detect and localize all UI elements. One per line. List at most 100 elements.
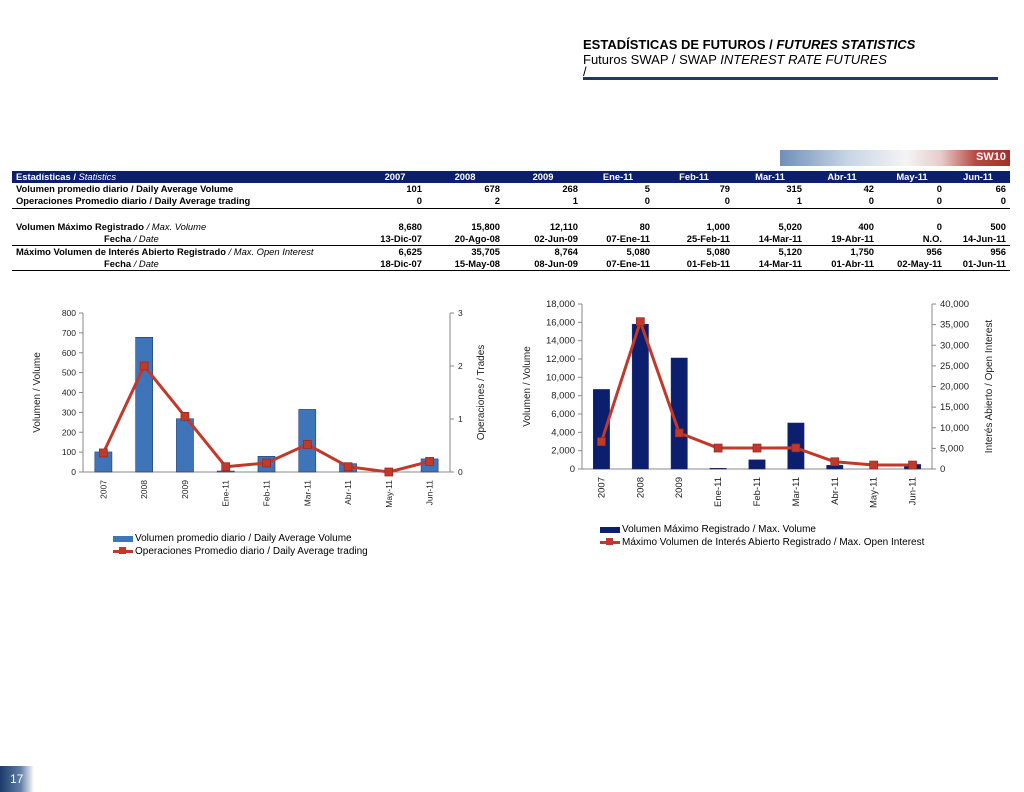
table-cell: 02-Jun-09 (504, 232, 582, 246)
table-cell: 80 (639, 220, 650, 232)
y-axis-label: Volumen / Volume (32, 352, 43, 433)
table-cell: 0 (806, 195, 878, 209)
y2-tick-label: 10,000 (940, 423, 969, 434)
row-label-es: Fecha (104, 232, 132, 244)
row-label-en: / Date (133, 258, 159, 270)
page-number: 17 (10, 772, 24, 786)
y2-tick-label: 15,000 (940, 402, 969, 413)
line-point (713, 443, 723, 453)
table-cell: 0 (654, 195, 734, 209)
table-cell: 25-Feb-11 (654, 232, 734, 246)
table-cell: 15,800 (471, 220, 500, 232)
x-tick-label: Feb-11 (752, 477, 763, 506)
page-title: ESTADÍSTICAS DE FUTUROS / FUTURES STATIS… (583, 37, 916, 52)
table-cell: 8,764 (554, 246, 578, 258)
y2-tick-label: 3 (458, 308, 463, 318)
line-point (262, 458, 271, 468)
y2-tick-label: 35,000 (940, 320, 969, 331)
contract-code: SW10 (976, 151, 1006, 163)
row-label-es: Máximo Volumen de Interés Abierto Regist… (16, 246, 226, 258)
row-label: Fecha / Date (12, 258, 364, 272)
x-tick-label: Mar-11 (791, 477, 802, 506)
row-label: Máximo Volumen de Interés Abierto Regist… (12, 245, 364, 258)
table-cell: 02-May-11 (878, 258, 946, 272)
row-label-es: Volumen Máximo Registrado (16, 220, 144, 232)
table-cell: 07-Ene-11 (582, 258, 654, 272)
y-tick-label: 8,000 (551, 391, 575, 402)
line-point (597, 437, 606, 447)
column-header: Ene-11 (582, 171, 654, 184)
page-header: ESTADÍSTICAS DE FUTUROS / FUTURES STATIS… (583, 37, 1003, 78)
bar (709, 468, 727, 470)
y-axis-label: Volumen / Volume (522, 346, 533, 427)
table-cell: 18-Dic-07 (364, 258, 426, 272)
y2-tick-label: 1 (458, 414, 463, 424)
header-label-en: Statistics (78, 171, 117, 183)
x-tick-label: May-11 (384, 480, 394, 508)
line-point (830, 457, 840, 467)
x-tick-label: 2008 (139, 480, 149, 499)
table-cell: 0 (936, 220, 942, 232)
line-point (180, 411, 190, 421)
header-rule (583, 77, 998, 80)
column-header: Mar-11 (734, 171, 806, 184)
x-tick-label: Jun-11 (425, 480, 435, 506)
table-cell: 13-Dic-07 (364, 232, 426, 246)
table-cell: 19-Abr-11 (806, 232, 878, 246)
y2-tick-label: 2 (458, 361, 463, 371)
table-cell: 5 (644, 183, 650, 195)
table-cell: 956 (926, 246, 942, 258)
table-row: Máximo Volumen de Interés Abierto Regist… (12, 245, 1010, 258)
table-cell: 1 (504, 195, 582, 209)
row-label: Operaciones Promedio diario / Daily Aver… (12, 195, 364, 209)
y-tick-label: 18,000 (546, 299, 575, 310)
max-volume-chart: 0 2,000 4,000 6,000 8,000 10,000 12,000 14,000 1… (522, 299, 995, 508)
page-subtitle: Futuros SWAP / SWAP INTEREST RATE FUTURE… (583, 52, 887, 67)
y-tick-label: 700 (62, 328, 76, 338)
y2-tick-label: 40,000 (940, 299, 969, 310)
table-cell: 315 (786, 183, 802, 195)
y2-tick-label: 0 (458, 467, 463, 477)
x-tick-label: May-11 (869, 477, 880, 508)
daily-average-chart: 0 100 200 300 400 500 600 700 800 0 1 2 3 Volumen / V… (32, 308, 487, 508)
table-cell: 07-Ene-11 (582, 232, 654, 246)
column-header: Abr-11 (806, 171, 878, 184)
chart1-legend-line: Operaciones Promedio diario / Daily Aver… (113, 545, 368, 558)
y-tick-label: 12,000 (546, 354, 575, 365)
table-cell: 1,000 (706, 220, 730, 232)
x-tick-label: Ene-11 (713, 477, 724, 507)
chart1-legend-bar: Volumen promedio diario / Daily Average … (113, 532, 368, 545)
table-cell: 6,625 (398, 246, 422, 258)
table-cell: 15-May-08 (426, 258, 504, 272)
table-cell: 5,080 (626, 246, 650, 258)
bar (135, 336, 153, 473)
x-tick-label: 2009 (674, 477, 685, 498)
table-cell: 0 (878, 195, 946, 209)
line-point (791, 443, 801, 453)
chart2-legend-line: Máximo Volumen de Interés Abierto Regist… (600, 536, 924, 549)
column-header: 2009 (504, 171, 582, 184)
table-row: Volumen promedio diario / Daily Average … (12, 183, 1010, 195)
y-tick-label: 300 (62, 407, 76, 417)
line-point (908, 460, 917, 470)
table-header-label: Estadísticas / Statistics (12, 171, 364, 184)
row-label: Volumen promedio diario / Daily Average … (16, 183, 234, 195)
legend-line-swatch (113, 547, 133, 554)
line-point (99, 448, 108, 458)
y-tick-label: 0 (570, 464, 575, 475)
column-header: Feb-11 (654, 171, 734, 184)
row-label-en: / Date (133, 232, 159, 244)
line-point (343, 462, 353, 472)
statistics-table: Estadísticas / Statistics 2007 2008 2009 Ene… (12, 171, 1010, 272)
bar (748, 459, 766, 470)
column-header: Jun-11 (946, 171, 1010, 184)
table-cell: 101 (406, 183, 422, 195)
x-tick-label: Abr-11 (830, 477, 841, 505)
table-cell: 01-Jun-11 (946, 258, 1010, 272)
table-cell: 01-Abr-11 (806, 258, 878, 272)
row-label: Volumen Máximo Registrado / Max. Volume (12, 221, 364, 233)
table-cell: 0 (364, 195, 426, 209)
column-header: 2008 (426, 171, 504, 184)
table-cell: 0 (582, 195, 654, 209)
line-point (302, 440, 312, 449)
